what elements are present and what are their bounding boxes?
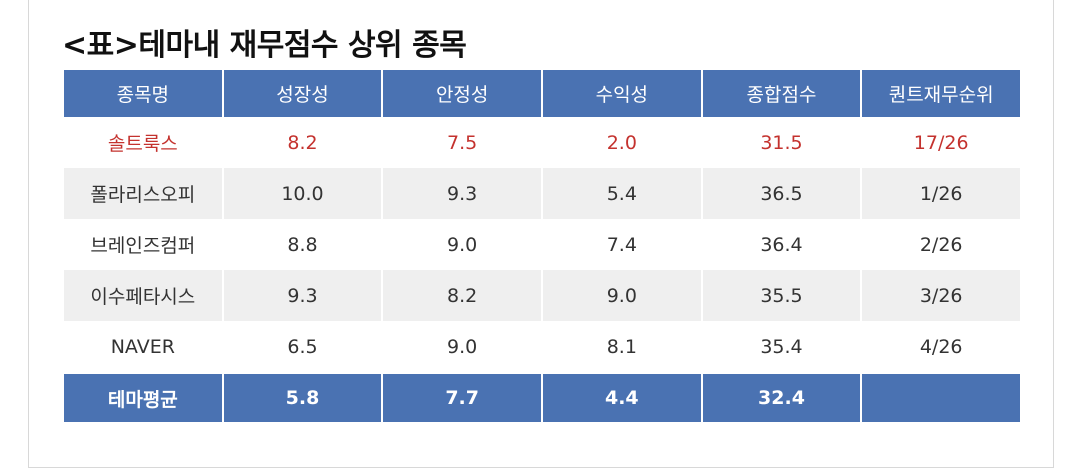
table-cell: 36.5 bbox=[702, 168, 861, 219]
table-cell: 36.4 bbox=[760, 233, 803, 256]
table-cell: 17/26 bbox=[913, 131, 969, 154]
table-cell: 35.5 bbox=[702, 270, 861, 321]
table-cell: 9.0 bbox=[543, 270, 701, 321]
table-cell: 폴라리스오피 bbox=[64, 168, 222, 219]
footer-cell: 4.4 bbox=[543, 374, 701, 422]
table-cell: 이수페타시스 bbox=[64, 270, 222, 321]
table-cell: 9.3 bbox=[383, 168, 541, 219]
table-cell: 35.4 bbox=[760, 335, 803, 358]
table-cell: 8.1 bbox=[606, 335, 637, 358]
table-cell: 9.3 bbox=[223, 270, 382, 321]
footer-cell: 7.7 bbox=[383, 374, 541, 422]
table-cell: 8.2 bbox=[383, 270, 541, 321]
footer-cell: 5.8 bbox=[223, 374, 382, 422]
table-cell: 7.5 bbox=[447, 131, 478, 154]
table-cell: 7.4 bbox=[606, 233, 637, 256]
table-cell: 솔트룩스 bbox=[107, 133, 178, 155]
table-cell: 2/26 bbox=[919, 233, 963, 256]
table-cell: 9.0 bbox=[447, 335, 478, 358]
table-cell: 3/26 bbox=[862, 270, 1020, 321]
table-cell: 31.5 bbox=[760, 131, 803, 154]
table-cell: NAVER bbox=[110, 335, 175, 358]
table-cell: 10.0 bbox=[223, 168, 382, 219]
header-cell: 수익성 bbox=[543, 70, 701, 117]
page: <표>테마내 재무점수 상위 종목 종목명 성장성 안정성 수익성 종합점수 퀀트재무순위… bbox=[28, 0, 1054, 468]
header-cell: 종합점수 bbox=[702, 70, 861, 117]
table-cell: 9.0 bbox=[447, 233, 478, 256]
header-cell: 성장성 bbox=[223, 70, 382, 117]
footer-cell: 32.4 bbox=[702, 374, 861, 422]
table-cell: 6.5 bbox=[287, 335, 318, 358]
header-cell: 퀀트재무순위 bbox=[862, 70, 1020, 117]
table-cell: 5.4 bbox=[543, 168, 701, 219]
table-cell: 8.2 bbox=[287, 131, 318, 154]
table-cell: 8.8 bbox=[287, 233, 318, 256]
header-cell: 안정성 bbox=[383, 70, 541, 117]
table-cell: 2.0 bbox=[606, 131, 637, 154]
table-cell: 브레인즈컴퍼 bbox=[90, 235, 196, 257]
title: <표>테마내 재무점수 상위 종목 bbox=[62, 28, 467, 63]
table-cell: 1/26 bbox=[862, 168, 1020, 219]
footer-cell bbox=[862, 374, 1020, 422]
table-cell: 4/26 bbox=[919, 335, 963, 358]
header-cell: 종목명 bbox=[64, 70, 222, 117]
footer-cell: 테마평균 bbox=[64, 374, 222, 422]
